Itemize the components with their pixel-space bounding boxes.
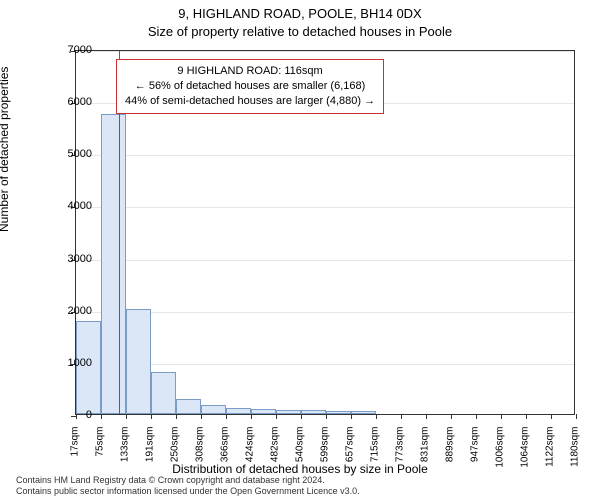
xtick-label: 424sqm (244, 427, 255, 477)
xtick-mark (101, 414, 102, 419)
xtick-label: 250sqm (170, 427, 181, 477)
xtick-label: 540sqm (294, 427, 305, 477)
xtick-label: 1122sqm (545, 427, 556, 477)
histogram-bar (101, 114, 126, 414)
xtick-mark (176, 414, 177, 419)
xtick-label: 191sqm (144, 427, 155, 477)
annotation-line-2: ← 56% of detached houses are smaller (6,… (125, 79, 375, 94)
ytick-label: 2000 (32, 305, 92, 317)
chart-plot-area: 9 HIGHLAND ROAD: 116sqm← 56% of detached… (75, 50, 575, 415)
xtick-mark (251, 414, 252, 419)
ytick-label: 1000 (32, 357, 92, 369)
histogram-bar (351, 411, 376, 414)
xtick-label: 889sqm (444, 427, 455, 477)
xtick-mark (151, 414, 152, 419)
histogram-bar (201, 405, 226, 414)
xtick-mark (551, 414, 552, 419)
xtick-mark (351, 414, 352, 419)
annotation-line-1: 9 HIGHLAND ROAD: 116sqm (125, 64, 375, 79)
histogram-bar (226, 408, 251, 414)
chart-title-line2: Size of property relative to detached ho… (0, 24, 600, 39)
gridline (76, 155, 574, 156)
xtick-label: 482sqm (269, 427, 280, 477)
ytick-label: 5000 (32, 148, 92, 160)
xtick-label: 366sqm (220, 427, 231, 477)
histogram-bar (326, 411, 351, 414)
xtick-mark (201, 414, 202, 419)
histogram-bar (276, 410, 301, 414)
gridline (76, 207, 574, 208)
gridline (76, 51, 574, 52)
xtick-label: 133sqm (119, 427, 130, 477)
annotation-box: 9 HIGHLAND ROAD: 116sqm← 56% of detached… (116, 59, 384, 114)
xtick-label: 599sqm (320, 427, 331, 477)
xtick-mark (451, 414, 452, 419)
ytick-label: 7000 (32, 44, 92, 56)
xtick-mark (126, 414, 127, 419)
xtick-mark (376, 414, 377, 419)
xtick-mark (476, 414, 477, 419)
ytick-label: 3000 (32, 253, 92, 265)
ytick-label: 0 (32, 409, 92, 421)
xtick-label: 1180sqm (570, 427, 581, 477)
xtick-label: 947sqm (469, 427, 480, 477)
xtick-label: 75sqm (94, 427, 105, 477)
xtick-mark (326, 414, 327, 419)
histogram-bar (126, 309, 151, 414)
xtick-mark (276, 414, 277, 419)
xtick-mark (401, 414, 402, 419)
xtick-label: 831sqm (419, 427, 430, 477)
xtick-label: 657sqm (345, 427, 356, 477)
xtick-label: 773sqm (395, 427, 406, 477)
histogram-bar (251, 409, 276, 414)
xtick-label: 17sqm (70, 427, 81, 477)
gridline (76, 260, 574, 261)
ytick-label: 4000 (32, 200, 92, 212)
xtick-label: 715sqm (370, 427, 381, 477)
xtick-label: 1006sqm (495, 427, 506, 477)
chart-title-line1: 9, HIGHLAND ROAD, POOLE, BH14 0DX (0, 6, 600, 21)
annotation-line-3: 44% of semi-detached houses are larger (… (125, 94, 375, 109)
ytick-label: 6000 (32, 96, 92, 108)
xtick-label: 308sqm (195, 427, 206, 477)
histogram-bar (151, 372, 176, 414)
histogram-bar (301, 410, 326, 414)
xtick-mark (576, 414, 577, 419)
xtick-mark (526, 414, 527, 419)
xtick-mark (501, 414, 502, 419)
xtick-label: 1064sqm (520, 427, 531, 477)
histogram-bar (176, 399, 201, 414)
chart-footer: Contains HM Land Registry data © Crown c… (16, 475, 360, 498)
footer-line2: Contains public sector information licen… (16, 486, 360, 498)
xtick-mark (301, 414, 302, 419)
xtick-mark (426, 414, 427, 419)
y-axis-label: Number of detached properties (0, 67, 11, 232)
xtick-mark (226, 414, 227, 419)
footer-line1: Contains HM Land Registry data © Crown c… (16, 475, 360, 487)
